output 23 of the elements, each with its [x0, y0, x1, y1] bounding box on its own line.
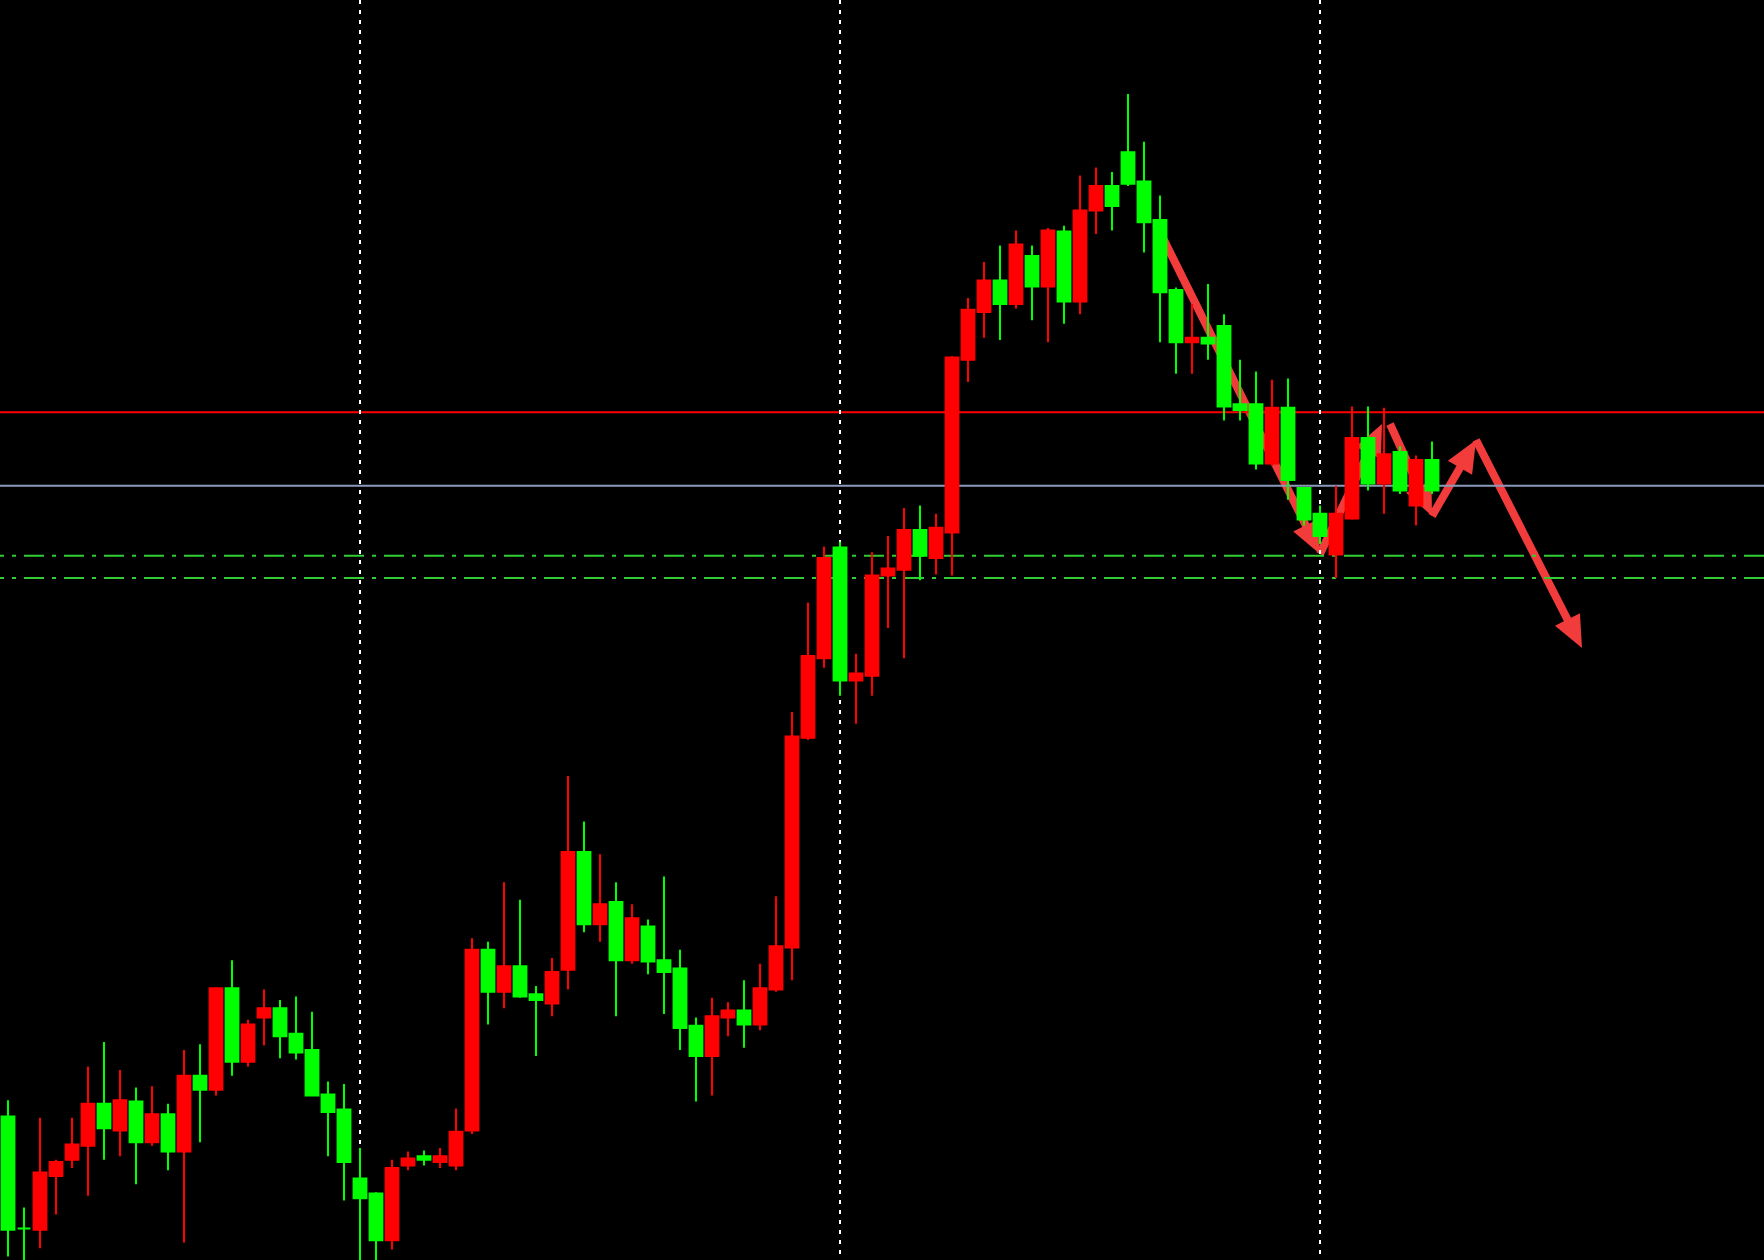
- candlestick: [112, 1068, 128, 1158]
- candlestick: [1360, 405, 1376, 492]
- candlestick: [1392, 445, 1408, 495]
- candlestick: [240, 1018, 256, 1068]
- candlestick: [144, 1085, 160, 1147]
- candlestick: [96, 1040, 112, 1161]
- candlestick: [160, 1102, 176, 1172]
- candlestick: [912, 504, 928, 582]
- candlestick: [256, 988, 272, 1047]
- candlestick: [624, 903, 640, 965]
- candlestick: [480, 940, 496, 1026]
- candlestick: [192, 1043, 208, 1144]
- candlestick: [592, 853, 608, 943]
- candlestick: [544, 957, 560, 1018]
- candlestick: [992, 244, 1008, 342]
- candlestick: [400, 1150, 416, 1172]
- candlestick: [1408, 454, 1424, 527]
- candlestick: [1104, 171, 1120, 232]
- candlestick: [1424, 440, 1440, 495]
- candlestick: [496, 881, 512, 1010]
- candlestick: [1024, 244, 1040, 322]
- candlestick: [736, 979, 752, 1049]
- candlestick: [128, 1086, 144, 1186]
